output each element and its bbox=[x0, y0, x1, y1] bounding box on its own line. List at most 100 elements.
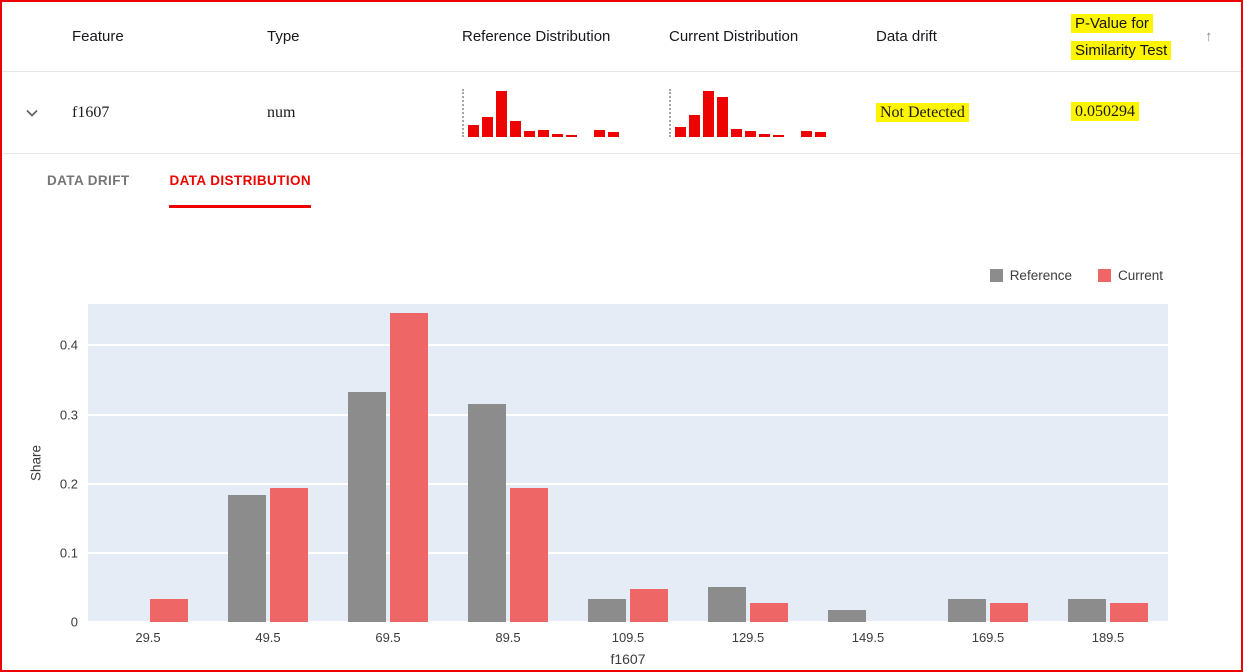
bar-group-129.5 bbox=[688, 304, 808, 622]
sparkline-bar bbox=[524, 130, 535, 137]
sparkline-bar bbox=[468, 124, 479, 137]
bar-reference-89.5[interactable] bbox=[468, 403, 506, 622]
x-tick-label: 169.5 bbox=[971, 630, 1005, 645]
sparkline-bar bbox=[731, 128, 742, 137]
sparkline-bar bbox=[717, 96, 728, 137]
gridline bbox=[88, 344, 1168, 347]
plot-area: Share 0 0.1 0.2 0.3 0.4 bbox=[29, 304, 1168, 630]
y-tick-label: 0.1 bbox=[59, 545, 78, 561]
sparkline-bar bbox=[482, 116, 493, 137]
bar-group-109.5 bbox=[568, 304, 688, 622]
bar-groups bbox=[88, 304, 1168, 622]
chevron-down-icon[interactable] bbox=[23, 104, 41, 122]
sparkline-bar bbox=[566, 134, 577, 137]
y-tick-label: 0.3 bbox=[59, 407, 78, 423]
bar-reference-149.5[interactable] bbox=[828, 610, 866, 622]
sparkline-bar bbox=[496, 90, 507, 137]
x-tick-label: 189.5 bbox=[1091, 630, 1125, 645]
x-tick-label: 149.5 bbox=[851, 630, 885, 645]
header-feature: Feature bbox=[72, 28, 124, 45]
x-tick-label: 109.5 bbox=[611, 630, 645, 645]
sparkline-bar bbox=[801, 130, 812, 137]
sparkline-bar bbox=[552, 133, 563, 137]
feature-name: f1607 bbox=[72, 103, 110, 121]
sparkline-bar bbox=[675, 126, 686, 137]
sparkline-bar bbox=[759, 133, 770, 137]
bar-reference-49.5[interactable] bbox=[228, 494, 266, 622]
gridline bbox=[88, 621, 1168, 623]
y-tick-label: 0 bbox=[70, 614, 78, 630]
bar-group-49.5 bbox=[208, 304, 328, 622]
bar-current-29.5[interactable] bbox=[150, 598, 188, 622]
bar-group-149.5 bbox=[808, 304, 928, 622]
bar-group-89.5 bbox=[448, 304, 568, 622]
x-tick-label: 129.5 bbox=[731, 630, 765, 645]
sparkline-bar bbox=[608, 131, 619, 137]
distribution-chart: Reference Current Share 0 0.1 0.2 0.3 0.4 29.… bbox=[2, 266, 1241, 667]
bar-group-169.5 bbox=[928, 304, 1048, 622]
x-axis-title: f1607 bbox=[610, 651, 646, 667]
table-header: Feature Type Reference Distribution Curr… bbox=[2, 2, 1241, 72]
header-type: Type bbox=[267, 28, 300, 45]
y-tick-label: 0.4 bbox=[59, 337, 78, 353]
sparkline-bar bbox=[815, 131, 826, 137]
y-tick-label: 0.2 bbox=[59, 476, 78, 492]
bar-current-49.5[interactable] bbox=[270, 487, 308, 622]
bar-group-189.5 bbox=[1048, 304, 1168, 622]
bar-current-69.5[interactable] bbox=[390, 313, 428, 622]
bar-reference-169.5[interactable] bbox=[948, 598, 986, 622]
bar-reference-69.5[interactable] bbox=[348, 391, 386, 622]
bar-group-29.5 bbox=[88, 304, 208, 622]
pvalue-highlight: 0.050294 bbox=[1071, 102, 1139, 122]
bar-reference-129.5[interactable] bbox=[708, 587, 746, 622]
legend-label: Reference bbox=[1009, 267, 1072, 283]
x-tick-label: 89.5 bbox=[495, 630, 521, 645]
x-tick-label: 49.5 bbox=[255, 630, 281, 645]
bar-group-69.5 bbox=[328, 304, 448, 622]
sort-arrow-icon[interactable]: ↑ bbox=[1205, 28, 1213, 45]
y-axis-title: Share bbox=[28, 444, 44, 482]
table-row[interactable]: f1607 num Not Detected 0.050294 bbox=[2, 72, 1241, 154]
header-data-drift: Data drift bbox=[876, 28, 937, 45]
legend-swatch-current bbox=[1097, 268, 1111, 282]
legend-item-reference[interactable]: Reference bbox=[989, 267, 1072, 283]
gridline bbox=[88, 482, 1168, 485]
drift-status: Not Detected bbox=[866, 102, 1061, 122]
header-pvalue-highlight: P-Value for Similarity Test bbox=[1071, 13, 1172, 60]
bar-current-109.5[interactable] bbox=[630, 588, 668, 622]
legend-label: Current bbox=[1117, 267, 1163, 283]
sparkline-bar bbox=[703, 90, 714, 137]
bar-current-129.5[interactable] bbox=[750, 602, 788, 622]
x-tick-label: 29.5 bbox=[135, 630, 161, 645]
legend-item-current[interactable]: Current bbox=[1097, 267, 1163, 283]
bar-reference-109.5[interactable] bbox=[588, 598, 626, 622]
pvalue-cell: 0.050294 bbox=[1061, 98, 1205, 127]
sparkline-bar bbox=[594, 129, 605, 137]
current-distribution-sparkline bbox=[669, 88, 841, 137]
gridline bbox=[88, 413, 1168, 416]
bar-current-189.5[interactable] bbox=[1110, 602, 1148, 622]
reference-distribution-sparkline bbox=[462, 88, 634, 137]
header-reference-distribution: Reference Distribution bbox=[462, 28, 611, 45]
feature-type: num bbox=[267, 103, 296, 121]
tab-data-drift[interactable]: DATA DRIFT bbox=[47, 173, 130, 188]
gridline bbox=[88, 551, 1168, 554]
header-pvalue: P-Value for Similarity Test bbox=[1061, 10, 1205, 64]
bar-current-169.5[interactable] bbox=[990, 602, 1028, 622]
drift-status-highlight: Not Detected bbox=[876, 102, 969, 122]
sparkline-bar bbox=[689, 114, 700, 137]
bar-current-89.5[interactable] bbox=[510, 487, 548, 622]
sparkline-bar bbox=[510, 120, 521, 137]
tab-data-distribution[interactable]: DATA DISTRIBUTION bbox=[169, 154, 312, 208]
tab-bar: DATA DRIFT DATA DISTRIBUTION bbox=[2, 154, 1241, 208]
sparkline-bar bbox=[745, 130, 756, 137]
x-tick-label: 69.5 bbox=[375, 630, 401, 645]
sparkline-bar bbox=[538, 129, 549, 137]
x-axis-ticks: 29.5 49.5 69.5 89.5 109.5 129.5 149.5 169.5 189.… bbox=[88, 630, 1168, 645]
sparkline-bar bbox=[773, 134, 784, 137]
header-current-distribution: Current Distribution bbox=[669, 28, 799, 45]
chart-legend: Reference Current bbox=[2, 266, 1163, 284]
bar-reference-189.5[interactable] bbox=[1068, 598, 1106, 622]
legend-swatch-reference bbox=[989, 268, 1003, 282]
